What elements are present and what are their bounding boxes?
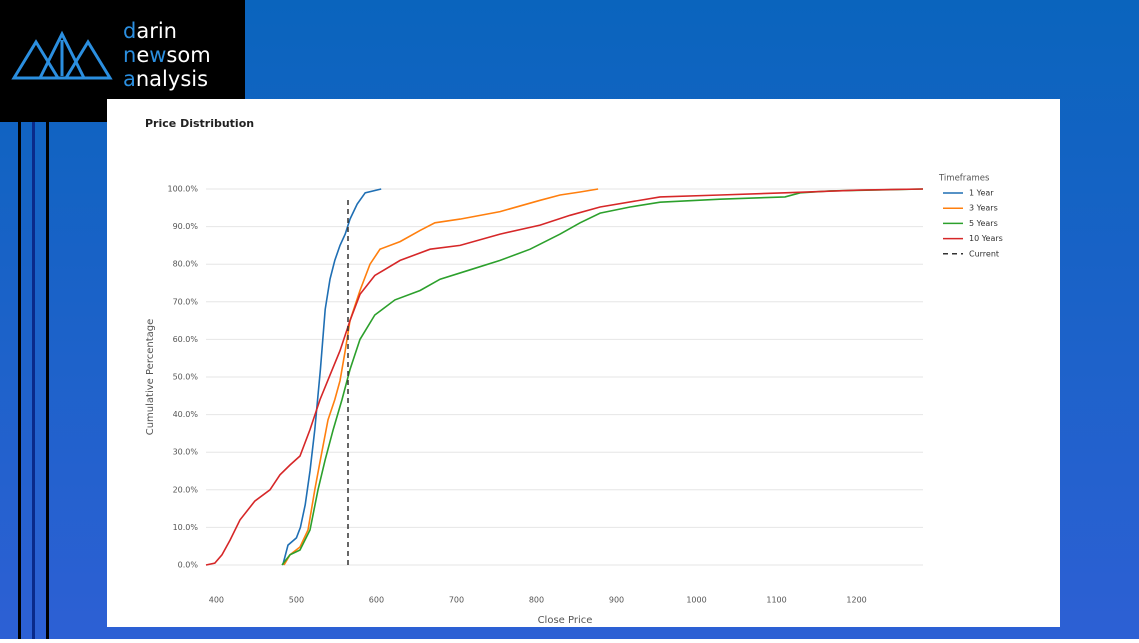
legend-label: 3 Years [969,204,998,213]
series-line [282,188,382,566]
legend-label: Current [969,249,999,258]
chart-panel [107,99,1060,627]
x-tick-label: 1100 [766,596,786,605]
legend-label: 1 Year [969,189,994,198]
logo-part: a [123,67,136,91]
logo-line: darin [123,19,177,43]
legend-label: 10 Years [969,234,1003,243]
series-line [283,188,599,566]
x-tick-label: 1000 [686,596,706,605]
y-tick-label: 10.0% [173,523,199,532]
x-tick-label: 600 [369,596,384,605]
logo-part: arin [136,19,177,43]
y-tick-label: 90.0% [173,222,199,231]
y-tick-label: 60.0% [173,335,199,344]
chart-title: Price Distribution [145,117,254,130]
x-tick-label: 700 [449,596,464,605]
y-tick-label: 20.0% [173,485,199,494]
y-tick-label: 80.0% [173,260,199,269]
x-tick-label: 900 [609,596,624,605]
x-tick-label: 800 [529,596,544,605]
logo-part: w [149,43,166,67]
logo-part: d [123,19,136,43]
x-axis-label: Close Price [538,615,593,626]
logo-part: n [123,43,136,67]
y-tick-label: 0.0% [178,561,199,570]
logo-part: e [136,43,149,67]
logo-line: analysis [123,67,208,91]
logo-icon [11,30,113,80]
y-tick-label: 40.0% [173,410,199,419]
y-tick-label: 50.0% [173,373,199,382]
series-line [281,188,924,566]
x-tick-label: 400 [209,596,224,605]
y-tick-label: 30.0% [173,448,199,457]
y-tick-label: 70.0% [173,297,199,306]
x-tick-label: 1200 [846,596,866,605]
legend-title: Timeframes [938,174,990,184]
logo-part: nalysis [136,67,208,91]
y-tick-label: 100.0% [167,185,198,194]
logo-line: newsom [123,43,211,67]
logo-part: som [166,43,210,67]
legend-label: 5 Years [969,219,998,228]
y-axis-label: Cumulative Percentage [145,319,156,436]
side-stripes [18,122,49,639]
series-line [205,188,924,566]
x-tick-label: 500 [289,596,304,605]
